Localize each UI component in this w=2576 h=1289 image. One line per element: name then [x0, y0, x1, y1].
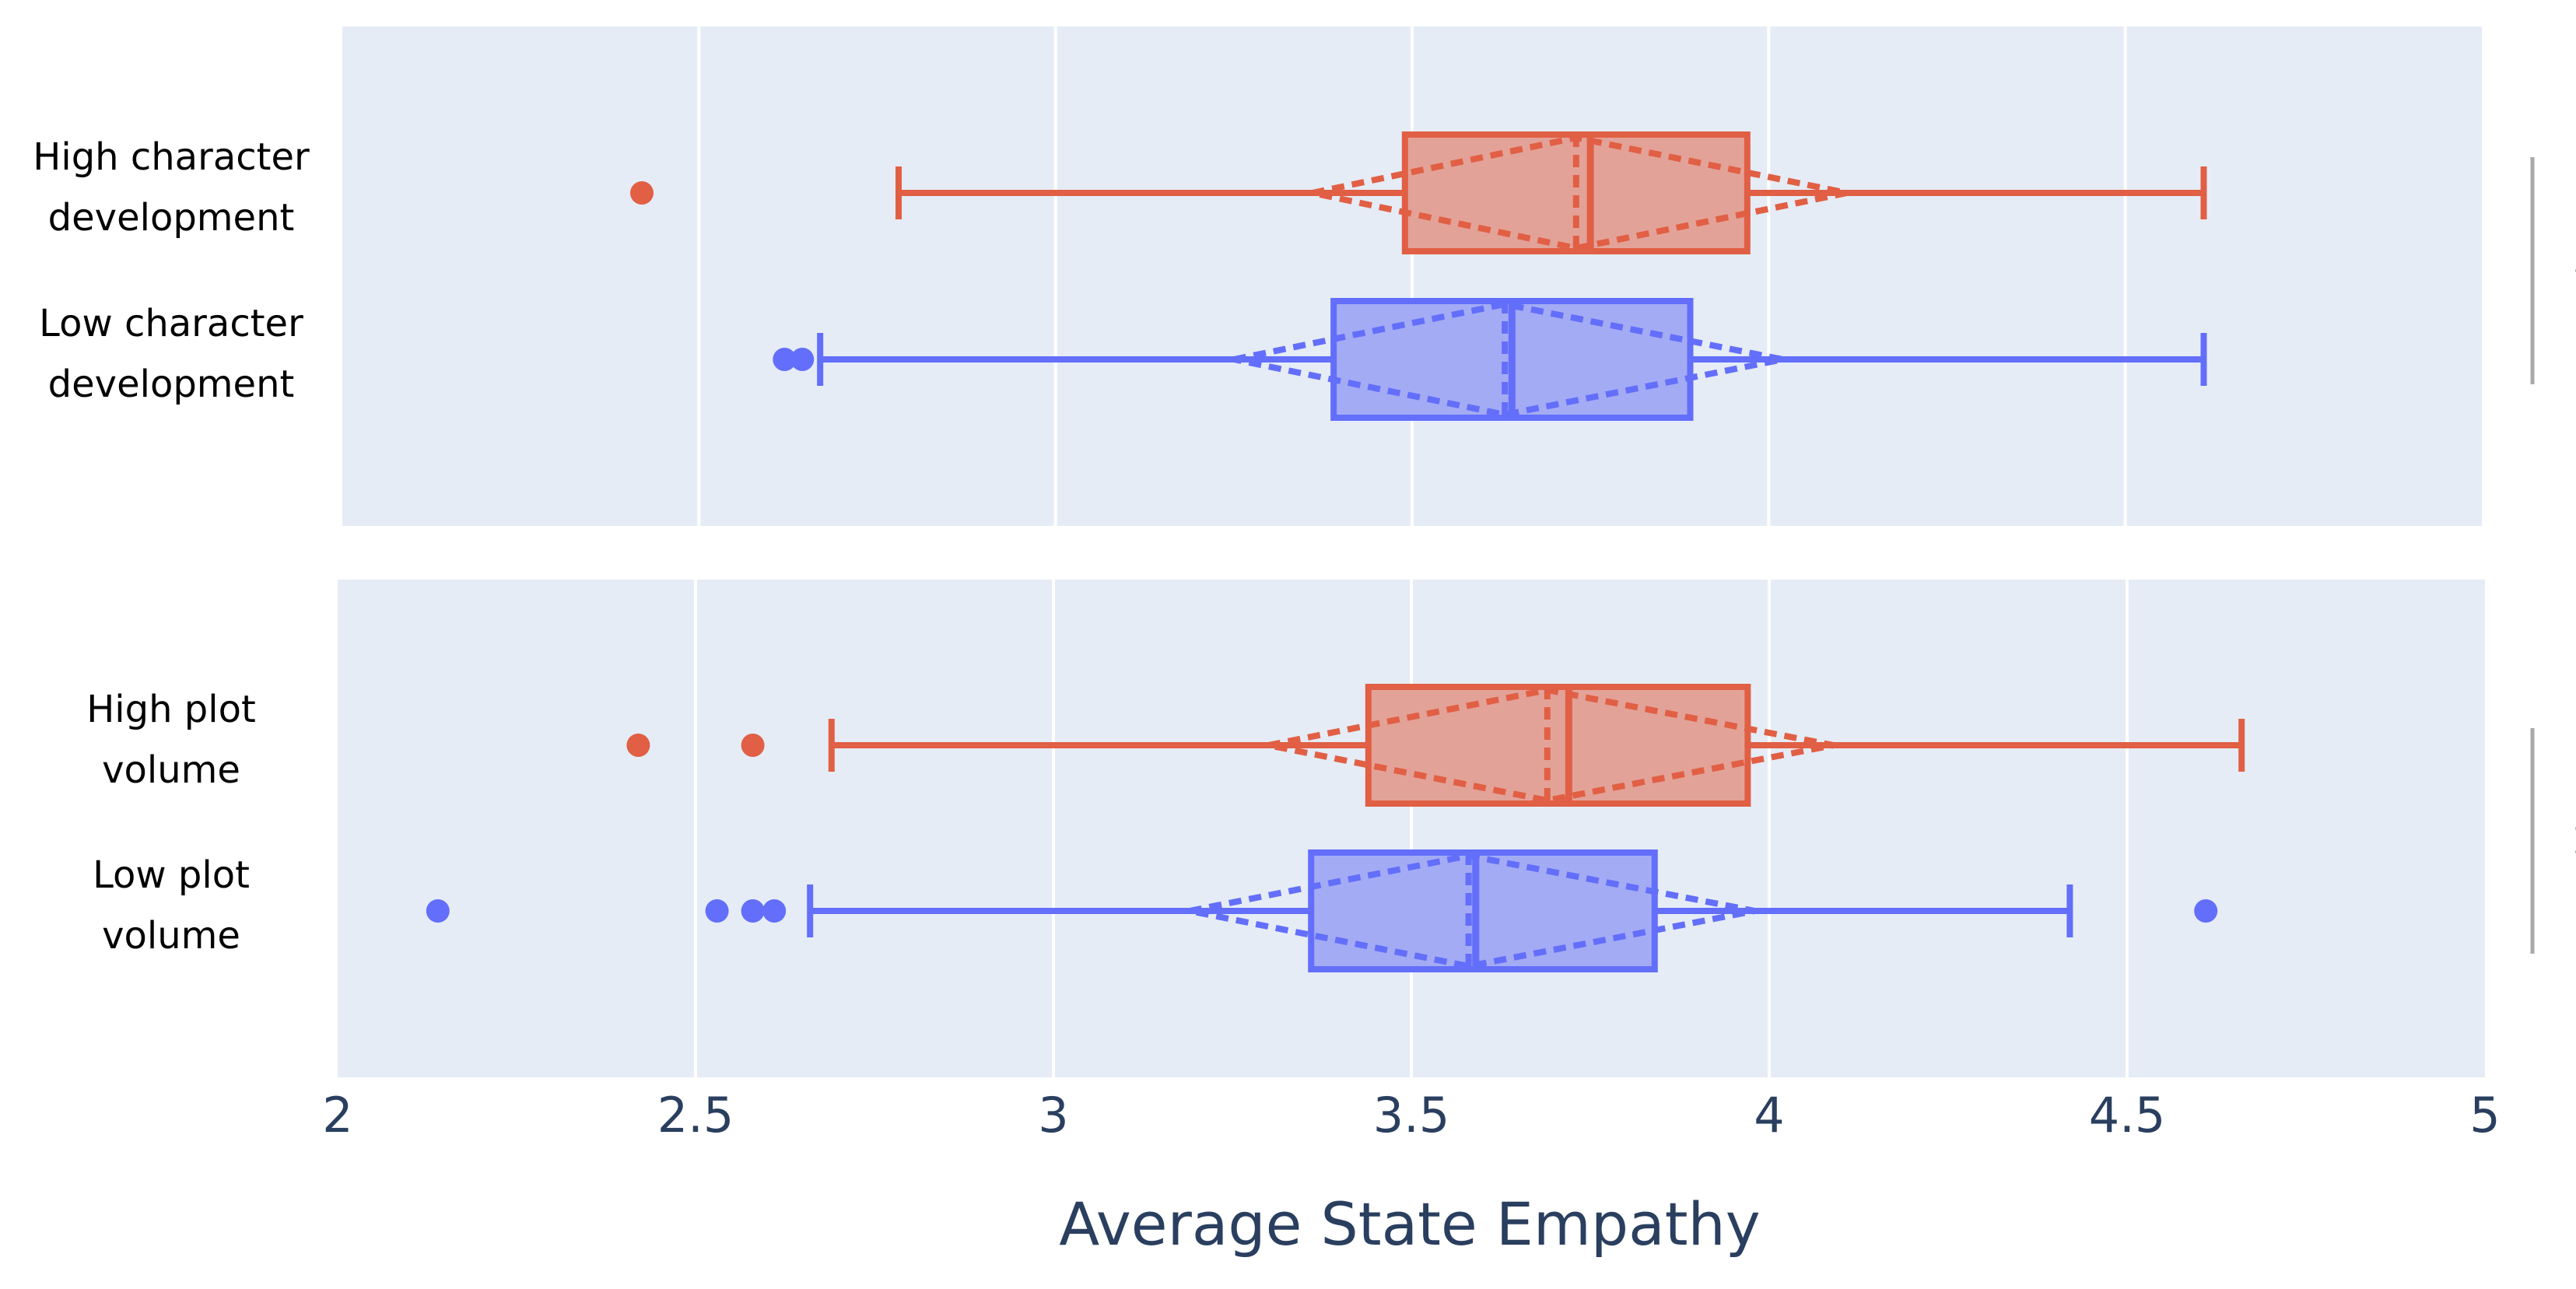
category-label: High plot volume: [86, 688, 256, 792]
x-tick-label: 3.5: [1373, 1087, 1450, 1144]
category-label-line: Low plot: [93, 853, 250, 897]
low-box-group: [773, 298, 2207, 421]
outlier-point: [741, 899, 765, 923]
outlier-point: [762, 899, 787, 923]
x-tick-label: 2: [322, 1087, 352, 1144]
significance-label: *: [2550, 259, 2576, 282]
boxes-bottom: [426, 684, 2245, 972]
category-label-line: development: [48, 363, 295, 406]
category-label-line: volume: [102, 748, 240, 792]
gridlines-bottom: [694, 580, 2129, 1077]
category-label-line: volume: [102, 914, 240, 958]
significance-label: **: [2550, 817, 2576, 863]
category-label: High character development: [33, 135, 310, 240]
outlier-point: [426, 899, 450, 923]
low-box-group: [426, 849, 2218, 972]
category-label-line: High character: [33, 135, 310, 179]
outlier-point: [2194, 899, 2218, 923]
category-label-line: High plot: [86, 688, 256, 731]
category-label-line: Low character: [39, 302, 303, 345]
category-label: Low plot volume: [93, 853, 250, 958]
high-box-group: [630, 131, 2207, 254]
mean-diamond: [1311, 134, 1848, 252]
outlier-point: [741, 734, 765, 757]
iqr-box: [1401, 131, 1751, 254]
outlier-point: [630, 181, 654, 205]
panel-bottom: [338, 580, 2485, 1077]
iqr-box: [1308, 849, 1658, 972]
gridlines-top: [697, 26, 2127, 526]
x-tick-label: 2.5: [657, 1087, 734, 1144]
x-tick-label: 5: [2469, 1087, 2500, 1144]
x-tick-label: 4.5: [2089, 1087, 2166, 1144]
iqr-box: [1365, 684, 1751, 807]
mean-diamond: [1189, 852, 1756, 970]
boxes-top: [630, 131, 2207, 421]
x-axis-ticks: 2 2.5 3 3.5 4 4.5 5: [322, 1087, 2500, 1144]
outlier-point: [773, 348, 797, 371]
significance-annotations: ***: [2530, 157, 2576, 954]
outlier-point: [790, 348, 815, 371]
category-label: Low character development: [39, 302, 303, 406]
x-tick-label: 3: [1038, 1087, 1068, 1144]
mean-diamond: [1233, 300, 1784, 419]
category-labels: High character development Low character de…: [33, 135, 310, 958]
panel-top: [342, 26, 2482, 526]
x-tick-label: 4: [1754, 1087, 1784, 1144]
x-axis-title: Average State Empathy: [1059, 1189, 1760, 1259]
outlier-point: [705, 899, 729, 923]
outlier-point: [626, 734, 650, 757]
mean-diamond: [1267, 686, 1835, 804]
category-label-line: development: [48, 196, 295, 240]
high-box-group: [626, 684, 2245, 807]
